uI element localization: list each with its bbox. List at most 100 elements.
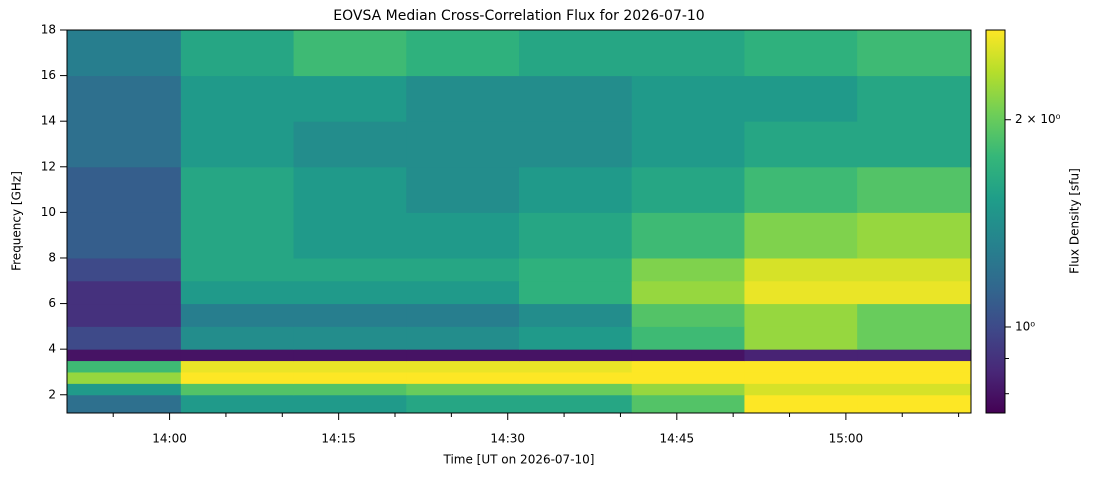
heatmap-cell bbox=[180, 257, 295, 282]
heatmap-cell bbox=[519, 280, 633, 305]
colorbar-tick-label: 10⁰ bbox=[1015, 319, 1035, 333]
y-tick-label: 10 bbox=[41, 205, 56, 219]
y-tick-label: 14 bbox=[41, 114, 56, 128]
heatmap-cell bbox=[519, 326, 633, 350]
heatmap-cell bbox=[406, 383, 520, 396]
heatmap-cell bbox=[67, 30, 182, 77]
y-tick-label: 16 bbox=[41, 68, 56, 82]
heatmap-cell bbox=[293, 394, 407, 414]
heatmap-cell bbox=[406, 121, 520, 168]
x-tick-label: 14:45 bbox=[660, 432, 695, 446]
heatmap-cell bbox=[180, 280, 295, 305]
heatmap-cell bbox=[857, 121, 972, 168]
heatmap-cell bbox=[519, 257, 633, 282]
heatmap-cell bbox=[406, 394, 520, 414]
heatmap-cell bbox=[180, 394, 295, 414]
heatmap-cell bbox=[406, 280, 520, 305]
heatmap-cell bbox=[406, 30, 520, 77]
y-tick-label: 8 bbox=[48, 250, 56, 264]
heatmap-cell bbox=[67, 280, 182, 305]
heatmap-cell bbox=[519, 30, 633, 77]
heatmap-cell bbox=[857, 394, 972, 414]
heatmap-cell bbox=[744, 326, 858, 350]
heatmap-cell bbox=[293, 280, 407, 305]
x-tick-label: 14:00 bbox=[152, 432, 187, 446]
heatmap-cell bbox=[744, 349, 858, 362]
heatmap-cell bbox=[631, 166, 745, 213]
heatmap-cell bbox=[519, 394, 633, 414]
heatmap-cell bbox=[180, 30, 295, 77]
heatmap-cell bbox=[293, 166, 407, 213]
heatmap-cell bbox=[293, 326, 407, 350]
heatmap-cell bbox=[857, 303, 972, 327]
heatmap-cell bbox=[67, 212, 182, 259]
heatmap-cell bbox=[67, 326, 182, 350]
heatmap-cell bbox=[67, 257, 182, 282]
plot-frame bbox=[66, 29, 972, 414]
heatmap-cell bbox=[519, 303, 633, 327]
x-tick-label: 14:30 bbox=[490, 432, 525, 446]
heatmap-cell bbox=[406, 303, 520, 327]
heatmap-cell bbox=[857, 30, 972, 77]
colorbar-label: Flux Density [sfu] bbox=[1068, 168, 1082, 274]
y-tick-label: 4 bbox=[48, 342, 56, 356]
heatmap-cell bbox=[857, 280, 972, 305]
heatmap-cell bbox=[180, 383, 295, 396]
heatmap-cell bbox=[857, 257, 972, 282]
heatmap-cell bbox=[631, 360, 745, 373]
x-tick-label: 14:15 bbox=[321, 432, 356, 446]
y-tick-label: 2 bbox=[48, 387, 56, 401]
heatmap-cell bbox=[631, 30, 745, 77]
y-tick-label: 12 bbox=[41, 159, 56, 173]
y-tick-label: 18 bbox=[41, 23, 56, 37]
heatmap-cell bbox=[293, 349, 407, 362]
y-tick-label: 6 bbox=[48, 296, 56, 310]
heatmap-cell bbox=[744, 121, 858, 168]
x-tick-label: 15:00 bbox=[829, 432, 864, 446]
heatmap-cell bbox=[67, 383, 182, 396]
heatmap-cell bbox=[180, 326, 295, 350]
heatmap-cell bbox=[631, 394, 745, 414]
heatmap-cell bbox=[744, 371, 858, 384]
heatmap-cell bbox=[67, 166, 182, 213]
heatmap-cell bbox=[857, 212, 972, 259]
heatmap-cell bbox=[67, 121, 182, 168]
heatmap-cell bbox=[180, 166, 295, 213]
heatmap-cell bbox=[67, 303, 182, 327]
heatmap-cell bbox=[293, 75, 407, 122]
heatmap-cell bbox=[67, 75, 182, 122]
heatmap-cell bbox=[744, 75, 858, 122]
heatmap-cell bbox=[406, 371, 520, 384]
heatmap-cell bbox=[67, 371, 182, 384]
chart-title: EOVSA Median Cross-Correlation Flux for … bbox=[333, 8, 704, 24]
heatmap-cell bbox=[180, 75, 295, 122]
heatmap-cell bbox=[293, 371, 407, 384]
heatmap-cell bbox=[293, 257, 407, 282]
heatmap-cell bbox=[406, 212, 520, 259]
heatmap-cell bbox=[857, 75, 972, 122]
heatmap-cell bbox=[406, 326, 520, 350]
heatmap-cell bbox=[293, 212, 407, 259]
heatmap-cell bbox=[631, 303, 745, 327]
heatmap-cell bbox=[293, 121, 407, 168]
heatmap-cell bbox=[519, 75, 633, 122]
heatmap-cell bbox=[857, 166, 972, 213]
heatmap-cell bbox=[857, 371, 972, 384]
heatmap-cell bbox=[67, 360, 182, 373]
heatmap-cell bbox=[744, 280, 858, 305]
heatmap-cell bbox=[406, 75, 520, 122]
heatmap-cell bbox=[631, 257, 745, 282]
heatmap-cell bbox=[406, 257, 520, 282]
heatmap-cell bbox=[180, 360, 295, 373]
heatmap-cell bbox=[180, 349, 295, 362]
heatmap-cell bbox=[293, 30, 407, 77]
heatmap-cell bbox=[180, 371, 295, 384]
heatmap-cell bbox=[519, 383, 633, 396]
heatmap-cell bbox=[744, 30, 858, 77]
colorbar bbox=[985, 29, 1006, 414]
heatmap-cell bbox=[519, 349, 633, 362]
heatmap-cell bbox=[519, 166, 633, 213]
heatmap-cell bbox=[293, 383, 407, 396]
heatmap-cell bbox=[744, 383, 858, 396]
